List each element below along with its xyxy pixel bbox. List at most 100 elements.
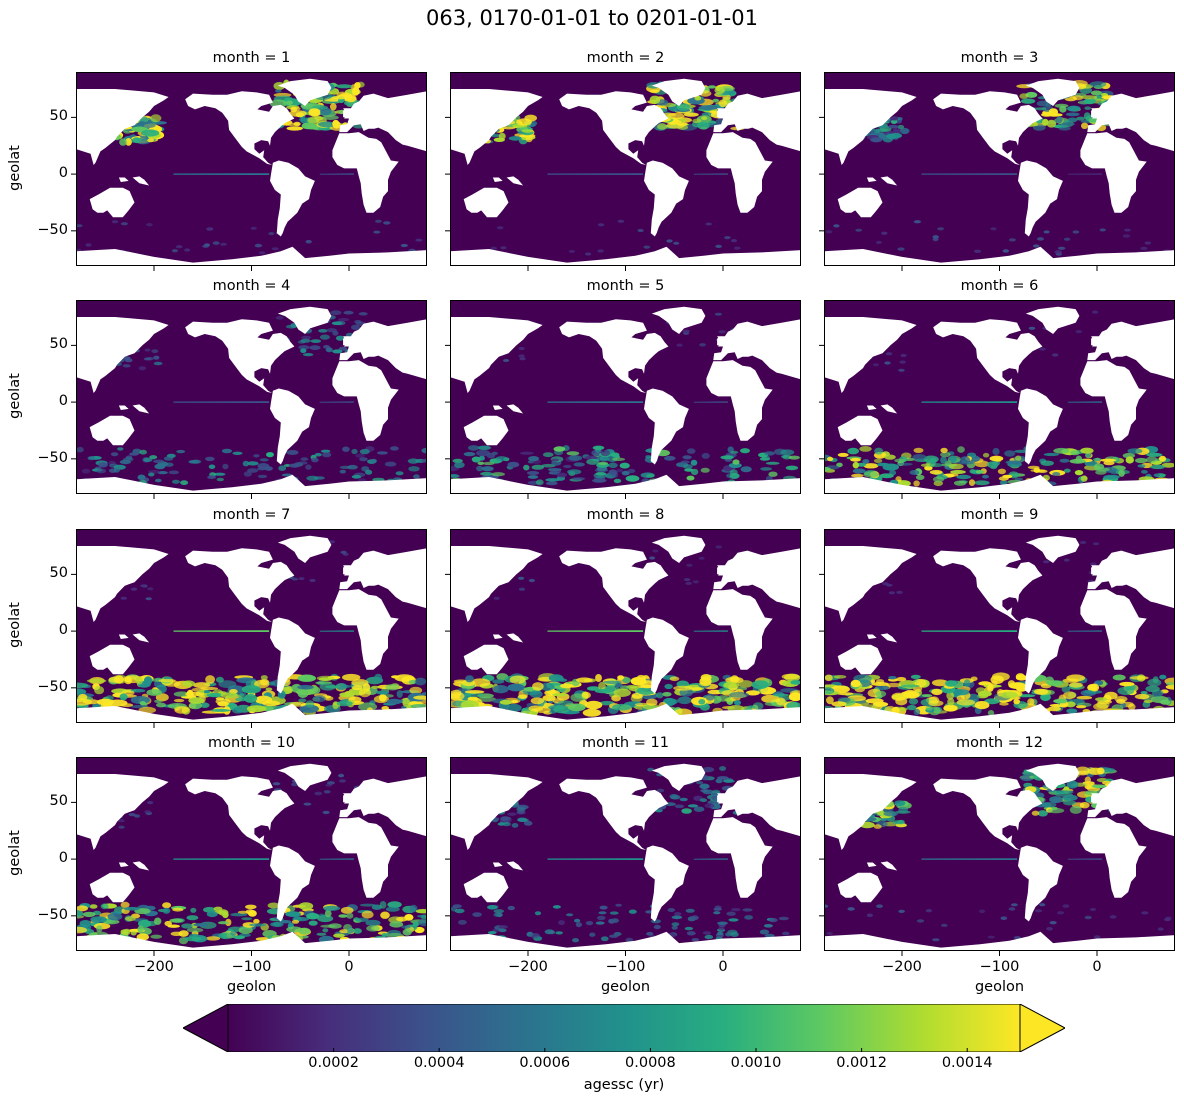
southern-ocean-anomaly [476, 465, 484, 472]
southern-ocean-anomaly [957, 446, 965, 453]
southern-ocean-anomaly [997, 468, 1006, 475]
nw-pacific-anomaly [518, 354, 525, 358]
north-atlantic-anomaly [692, 118, 702, 124]
southern-ocean-anomaly [646, 931, 654, 936]
southern-ocean-anomaly [320, 449, 331, 453]
southern-ocean-anomaly [487, 905, 498, 910]
southern-ocean-anomaly [734, 700, 741, 706]
land-mask [450, 246, 801, 266]
southern-ocean-anomaly [510, 699, 519, 704]
southern-ocean-anomaly [171, 479, 180, 484]
southern-ocean-anomaly [859, 446, 872, 452]
southern-ocean-anomaly [385, 906, 400, 912]
axes-frame [450, 300, 801, 494]
equatorial-band-atlantic [319, 858, 354, 860]
land-mask [1025, 78, 1080, 106]
southern-ocean-anomaly [1061, 686, 1071, 693]
y-tick-label: 0 [58, 393, 68, 410]
colorbar-tick-label: 0.0002 [308, 1055, 359, 1071]
southern-ocean-anomaly [1084, 690, 1103, 694]
southern-ocean-anomaly [1103, 460, 1115, 466]
southern-ocean-anomaly [723, 465, 732, 472]
nw-pacific-anomaly [897, 819, 905, 825]
north-atlantic-anomaly [1058, 122, 1075, 126]
southern-ocean-anomaly [1015, 455, 1022, 461]
southern-ocean-anomaly [154, 917, 162, 925]
colorbar-tick-label: 0.0008 [625, 1055, 676, 1071]
y-tick-label: 50 [49, 793, 68, 810]
north-atlantic-anomaly [291, 782, 299, 787]
nw-pacific-anomaly [516, 807, 526, 812]
southern-ocean-anomaly [507, 683, 525, 692]
nw-pacific-anomaly [140, 584, 147, 588]
north-atlantic-anomaly [330, 103, 337, 111]
southern-ocean-anomaly [146, 689, 162, 696]
nw-pacific-anomaly [138, 121, 146, 126]
southern-ocean-anomaly [353, 928, 362, 934]
north-atlantic-anomaly [699, 798, 708, 803]
equatorial-band-atlantic [693, 173, 728, 175]
southern-ocean-anomaly [1150, 464, 1166, 470]
southern-ocean-anomaly [124, 676, 132, 683]
north-atlantic-anomaly [1063, 800, 1077, 806]
southern-ocean-anomaly [664, 683, 673, 690]
land-mask [706, 360, 773, 441]
southern-ocean-anomaly [667, 908, 676, 912]
southern-ocean-anomaly [351, 448, 358, 455]
southern-ocean-anomaly [598, 681, 606, 691]
land-mask [866, 862, 877, 867]
southern-ocean-anomaly [168, 470, 179, 475]
land-mask [332, 589, 399, 670]
southern-ocean-anomaly [773, 693, 789, 697]
southern-ocean-anomaly [585, 921, 594, 926]
land-mask [559, 319, 669, 393]
axes-frame [824, 300, 1175, 494]
north-atlantic-anomaly [1090, 562, 1097, 566]
southern-ocean-anomaly [731, 239, 737, 243]
southern-ocean-anomaly [218, 680, 237, 688]
southern-ocean-anomaly [130, 688, 146, 693]
southern-ocean-anomaly [725, 932, 732, 937]
southern-ocean-anomaly [361, 910, 374, 919]
x-tick-label: −100 [605, 959, 646, 975]
southern-ocean-anomaly [881, 231, 888, 235]
southern-ocean-anomaly [785, 465, 799, 471]
southern-ocean-anomaly [1033, 688, 1049, 695]
southern-ocean-anomaly [291, 919, 300, 924]
land-mask [1080, 817, 1147, 898]
north-atlantic-anomaly [1079, 802, 1090, 809]
southern-ocean-anomaly [1093, 702, 1109, 711]
southern-ocean-anomaly [888, 676, 897, 680]
southern-ocean-anomaly [600, 450, 610, 457]
southern-ocean-anomaly [472, 912, 482, 917]
land-mask [1080, 360, 1147, 441]
north-atlantic-anomaly [674, 804, 685, 809]
southern-ocean-anomaly [603, 680, 622, 684]
x-axis-label: geolon [600, 979, 651, 995]
land-mask [880, 404, 898, 414]
southern-ocean-anomaly [545, 478, 560, 482]
southern-ocean-anomaly [250, 226, 257, 230]
southern-ocean-anomaly [1127, 448, 1143, 454]
southern-ocean-anomaly [233, 935, 246, 940]
north-atlantic-anomaly [314, 791, 323, 796]
southern-ocean-anomaly [359, 448, 370, 455]
x-tick-label: 0 [344, 959, 354, 975]
southern-ocean-anomaly [471, 456, 481, 463]
southern-ocean-anomaly [217, 701, 229, 707]
north-atlantic-anomaly [1080, 95, 1098, 100]
land-mask [651, 78, 706, 106]
southern-ocean-anomaly [90, 916, 107, 923]
southern-ocean-anomaly [863, 463, 879, 469]
southern-ocean-anomaly [1165, 684, 1175, 690]
southern-ocean-anomaly [1164, 917, 1171, 922]
southern-ocean-anomaly [945, 680, 957, 687]
southern-ocean-anomaly [352, 685, 363, 691]
colorbar-tick-label: 0.0012 [836, 1055, 887, 1071]
land-mask [1080, 132, 1147, 213]
nw-pacific-anomaly [122, 364, 131, 368]
map-heatmap [445, 529, 801, 728]
southern-ocean-anomaly [940, 456, 947, 464]
southern-ocean-anomaly [215, 697, 225, 701]
axes-frame [450, 72, 801, 266]
